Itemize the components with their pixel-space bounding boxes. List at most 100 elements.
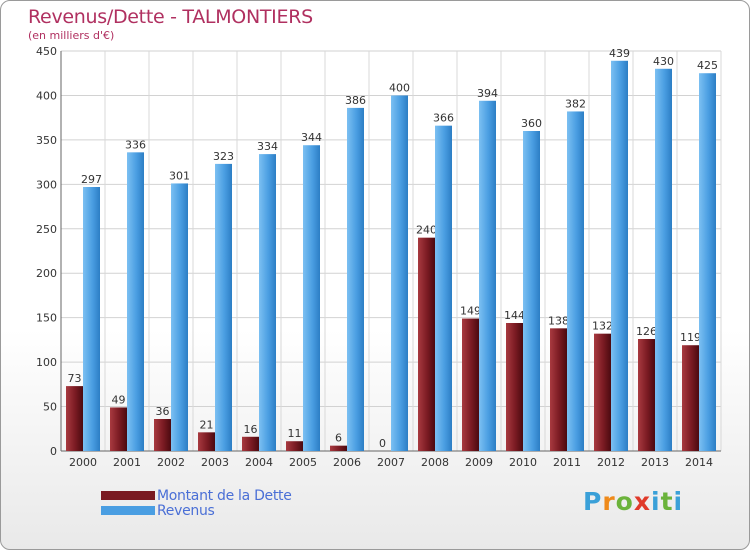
data-label-revenus: 400 (389, 81, 410, 94)
bar-revenus (259, 154, 276, 451)
data-label-revenus: 439 (609, 47, 630, 60)
y-tick-label: 300 (36, 178, 57, 191)
bar-revenus (171, 183, 188, 451)
data-label-revenus: 360 (521, 117, 542, 130)
y-tick-label: 250 (36, 223, 57, 236)
legend-swatch-dette (101, 491, 155, 500)
legend-label-dette: Montant de la Dette (157, 487, 292, 504)
data-label-dette: 144 (504, 309, 525, 322)
data-label-revenus: 386 (345, 94, 366, 107)
data-label-dette: 126 (636, 325, 657, 338)
bar-dette (154, 419, 171, 451)
data-label-dette: 21 (200, 418, 214, 431)
y-tick-label: 450 (36, 45, 57, 58)
y-tick-label: 100 (36, 356, 57, 369)
data-label-revenus: 334 (257, 140, 278, 153)
data-label-dette: 49 (112, 393, 126, 406)
bar-revenus (699, 73, 716, 451)
bar-dette (550, 328, 567, 451)
data-label-revenus: 301 (169, 169, 190, 182)
chart-title: Revenus/Dette - TALMONTIERS (28, 6, 313, 28)
x-tick-label: 2006 (333, 456, 361, 469)
x-tick-label: 2010 (509, 456, 537, 469)
x-tick-label: 2000 (69, 456, 97, 469)
data-label-revenus: 425 (697, 59, 718, 72)
bar-revenus (303, 145, 320, 451)
bar-revenus (83, 187, 100, 451)
bar-revenus (347, 107, 364, 451)
bar-revenus (479, 100, 496, 452)
logo-letter: r (602, 487, 616, 516)
logo-letter: t (660, 487, 674, 516)
logo-letter: o (615, 487, 634, 516)
x-tick-label: 2012 (597, 456, 625, 469)
bar-dette (638, 339, 655, 451)
data-label-revenus: 344 (301, 131, 322, 144)
x-tick-label: 2001 (113, 456, 141, 469)
y-tick-label: 150 (36, 312, 57, 325)
chart-subtitle: (en milliers d'€) (28, 29, 115, 42)
bar-dette (682, 345, 699, 451)
data-label-dette: 36 (156, 405, 170, 418)
x-tick-label: 2013 (641, 456, 669, 469)
logo-letter: i (673, 487, 684, 516)
data-label-dette: 6 (335, 432, 342, 445)
logo-letter: P (583, 487, 603, 516)
bar-dette (110, 407, 127, 451)
bar-revenus (435, 125, 452, 452)
data-label-dette: 0 (379, 437, 386, 450)
x-tick-label: 2002 (157, 456, 185, 469)
bar-dette (506, 323, 523, 451)
bar-dette (66, 386, 83, 451)
bar-dette (242, 436, 259, 451)
y-tick-label: 200 (36, 267, 57, 280)
legend: Montant de la Dette Revenus (101, 487, 292, 519)
bar-revenus (215, 163, 232, 451)
legend-item-dette: Montant de la Dette (101, 487, 292, 504)
bar-revenus (523, 131, 540, 451)
x-tick-label: 2011 (553, 456, 581, 469)
data-label-revenus: 394 (477, 87, 498, 100)
data-label-dette: 138 (548, 314, 569, 327)
data-label-dette: 16 (244, 423, 258, 436)
data-label-revenus: 366 (433, 112, 454, 125)
bar-revenus (127, 152, 144, 452)
data-label-revenus: 297 (81, 173, 102, 186)
y-tick-label: 400 (36, 89, 57, 102)
bar-dette (462, 318, 479, 451)
y-tick-label: 350 (36, 134, 57, 147)
x-tick-label: 2014 (685, 456, 713, 469)
bar-revenus (567, 111, 584, 451)
bar-dette (418, 237, 435, 451)
data-label-revenus: 323 (213, 150, 234, 163)
data-label-dette: 11 (288, 427, 302, 440)
x-tick-label: 2008 (421, 456, 449, 469)
data-label-dette: 240 (416, 224, 437, 237)
x-tick-label: 2009 (465, 456, 493, 469)
bar-dette (594, 333, 611, 451)
data-label-dette: 119 (680, 331, 701, 344)
legend-swatch-revenus (101, 506, 155, 515)
x-tick-label: 2005 (289, 456, 317, 469)
bar-dette (198, 432, 215, 451)
x-tick-label: 2004 (245, 456, 273, 469)
bar-dette (286, 441, 303, 451)
bar-dette (330, 445, 347, 451)
y-tick-label: 0 (50, 445, 57, 458)
legend-item-revenus: Revenus (101, 502, 292, 519)
data-label-dette: 73 (68, 372, 82, 385)
x-tick-label: 2003 (201, 456, 229, 469)
legend-label-revenus: Revenus (157, 502, 215, 519)
data-label-revenus: 382 (565, 97, 586, 110)
data-label-dette: 149 (460, 305, 481, 318)
data-label-dette: 132 (592, 320, 613, 333)
y-tick-label: 50 (43, 401, 57, 414)
logo-letter: x (633, 487, 651, 516)
data-label-revenus: 430 (653, 55, 674, 68)
proxiti-logo: Proxiti (583, 487, 683, 516)
data-label-revenus: 336 (125, 138, 146, 151)
x-tick-label: 2007 (377, 456, 405, 469)
bar-revenus (391, 95, 408, 451)
